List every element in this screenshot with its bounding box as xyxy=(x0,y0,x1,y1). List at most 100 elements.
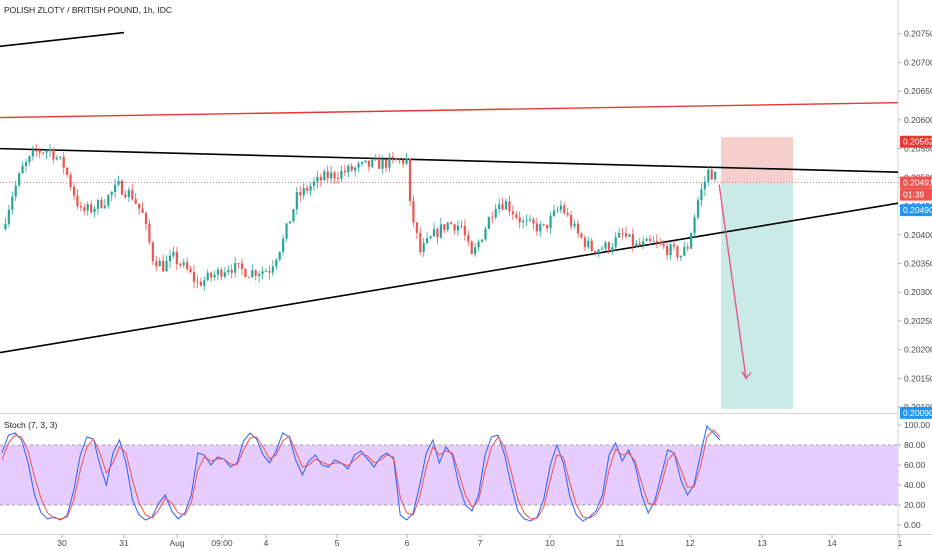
candle xyxy=(618,233,621,238)
candle xyxy=(395,158,398,161)
candle xyxy=(148,223,151,243)
candle xyxy=(155,261,158,267)
candle xyxy=(583,237,586,247)
candle xyxy=(525,220,528,222)
candle xyxy=(498,204,501,209)
candle xyxy=(144,212,148,224)
candle xyxy=(679,255,682,258)
candle xyxy=(450,222,453,225)
projection-arrow-head xyxy=(741,371,752,380)
time-tick-label: 5 xyxy=(335,538,340,548)
candle xyxy=(333,172,336,179)
candle xyxy=(662,244,665,247)
candle xyxy=(710,169,713,180)
candle xyxy=(398,159,401,161)
candle xyxy=(443,224,446,230)
candle xyxy=(594,251,597,253)
candle xyxy=(42,152,45,154)
candle xyxy=(199,281,202,286)
candle xyxy=(268,271,271,273)
candle xyxy=(666,246,669,256)
price-tick-label: 0.20750 xyxy=(904,29,932,39)
time-tick-label: 09:00 xyxy=(211,538,233,548)
stochastic-title: Stoch (7, 3, 3) xyxy=(4,420,58,430)
candle xyxy=(278,251,281,260)
candle xyxy=(384,159,388,168)
candle xyxy=(470,241,473,254)
candle xyxy=(508,201,511,212)
price-tick-label: 0.20600 xyxy=(904,115,932,125)
candle xyxy=(378,158,381,169)
candle xyxy=(100,199,103,208)
trendline-2[interactable] xyxy=(0,101,899,119)
candle xyxy=(340,170,343,179)
candle xyxy=(330,172,333,179)
stochastic-pane[interactable] xyxy=(0,424,898,522)
candle xyxy=(402,159,405,164)
candle xyxy=(439,224,442,238)
candle xyxy=(31,150,34,157)
candle xyxy=(182,262,185,266)
candle xyxy=(282,238,285,252)
candle xyxy=(24,162,28,167)
candle xyxy=(580,233,583,238)
trendline-1[interactable] xyxy=(0,31,125,48)
time-axis[interactable]: 30 31 Aug 09:00 4 5 6 7 10 11 12 13 14 1 xyxy=(57,534,903,549)
stochastic-axis[interactable]: 100.00 80.00 60.00 40.00 20.00 0.00 xyxy=(898,420,930,530)
candle xyxy=(528,219,532,221)
candle xyxy=(14,185,17,197)
candle xyxy=(93,208,96,213)
price-tag xyxy=(900,176,932,189)
candlestick-series xyxy=(4,144,717,292)
candle xyxy=(426,238,429,244)
candle xyxy=(635,243,638,246)
candle xyxy=(463,226,466,236)
candle xyxy=(299,192,302,196)
candle xyxy=(570,214,573,227)
candle xyxy=(501,204,504,210)
stoch-d-line xyxy=(1,429,721,520)
candle xyxy=(576,223,580,234)
candle xyxy=(11,196,14,210)
candle xyxy=(251,270,254,278)
price-tag-label: 0.20090 xyxy=(903,408,932,418)
candle xyxy=(131,190,134,200)
candle xyxy=(460,225,463,227)
candle xyxy=(624,233,628,237)
candle xyxy=(158,260,161,267)
candle xyxy=(532,219,535,224)
candle xyxy=(542,224,545,225)
candle xyxy=(371,159,374,167)
candle xyxy=(573,223,576,227)
candle xyxy=(271,266,274,273)
candle xyxy=(206,272,209,281)
candle xyxy=(600,248,604,250)
price-axis[interactable]: 0.20750 0.20700 0.20650 0.20600 0.205500.205… xyxy=(898,29,932,419)
candle xyxy=(151,242,154,262)
stop-loss-zone[interactable] xyxy=(721,137,793,183)
candle xyxy=(436,229,439,238)
candle xyxy=(683,247,686,256)
candle xyxy=(535,223,538,232)
candle xyxy=(515,214,518,218)
price-tick-label: 0.20550 xyxy=(904,144,932,154)
stoch-tick-label: 100.00 xyxy=(904,420,930,430)
candle xyxy=(587,240,590,247)
candle xyxy=(165,261,168,272)
candle xyxy=(326,171,329,179)
candle xyxy=(7,209,10,224)
projection-arrow[interactable] xyxy=(718,184,747,379)
candle xyxy=(357,163,360,168)
candle xyxy=(446,222,449,230)
candle xyxy=(628,234,631,237)
trendline-4[interactable] xyxy=(0,202,899,354)
candle xyxy=(566,213,569,215)
trendline-3[interactable] xyxy=(0,147,899,173)
price-tag xyxy=(900,204,932,217)
take-profit-zone[interactable] xyxy=(721,182,793,409)
candle xyxy=(110,191,113,196)
candle xyxy=(494,208,497,218)
candle xyxy=(124,194,127,198)
